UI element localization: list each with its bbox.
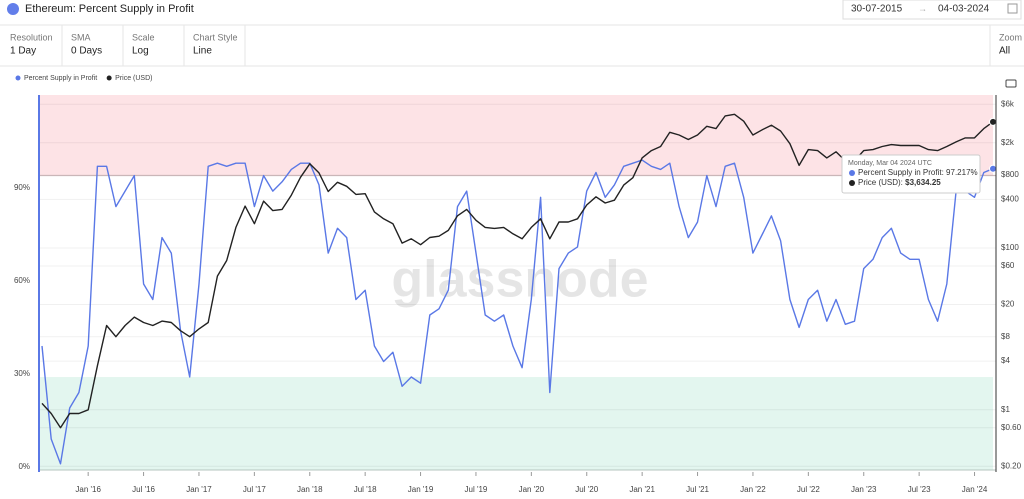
legend-dot xyxy=(15,75,21,81)
x-tick-label: Jan '22 xyxy=(740,485,766,494)
tooltip-value: $3,634.25 xyxy=(905,178,941,187)
x-tick-label: Jan '24 xyxy=(962,485,988,494)
y2-tick-label: $0.20 xyxy=(1001,461,1022,470)
arrow: → xyxy=(918,3,927,13)
x-tick-label: Jan '20 xyxy=(519,485,545,494)
zoom-value[interactable]: All xyxy=(999,46,1010,57)
x-tick-label: Jan '16 xyxy=(75,485,101,494)
control-value[interactable]: 1 Day xyxy=(10,46,36,57)
y2-tick-label: $60 xyxy=(1001,261,1015,270)
tooltip-box xyxy=(841,154,981,194)
watermark: glassnode xyxy=(391,251,648,309)
control-value[interactable]: Log xyxy=(132,46,149,57)
x-tick-label: Jul '20 xyxy=(575,485,598,494)
control-label: Resolution xyxy=(10,32,53,42)
zone xyxy=(39,95,993,176)
control-value[interactable]: 0 Days xyxy=(71,46,102,57)
y-tick-label: 0% xyxy=(18,462,30,471)
y2-tick-label: $2k xyxy=(1001,138,1015,147)
x-tick-label: Jul '18 xyxy=(354,485,377,494)
hover-dot xyxy=(989,164,997,173)
y2-tick-label: $400 xyxy=(1001,194,1019,203)
series-line xyxy=(41,113,994,429)
y2-tick-label: $8 xyxy=(1001,332,1010,341)
x-tick-label: Jul '22 xyxy=(797,485,820,494)
control-label: SMA xyxy=(71,32,91,42)
y-tick-label: 90% xyxy=(14,183,30,192)
legend-label[interactable]: Price (USD) xyxy=(115,75,152,82)
hover-dot xyxy=(989,117,997,126)
date-to[interactable]: 04-03-2024 xyxy=(938,4,990,15)
tooltip-line: Percent Supply in Profit: 97.217% xyxy=(858,168,978,177)
tooltip-label: Price (USD): xyxy=(858,178,905,187)
x-tick-label: Jan '17 xyxy=(186,485,212,494)
control-label: Scale xyxy=(132,32,155,42)
control-label: Chart Style xyxy=(193,32,238,42)
x-tick-label: Jul '23 xyxy=(908,485,931,494)
eth-icon xyxy=(7,3,19,15)
y2-tick-label: $4 xyxy=(1001,356,1010,365)
y2-tick-label: $800 xyxy=(1001,170,1019,179)
x-tick-label: Jul '17 xyxy=(243,485,266,494)
tooltip: Monday, Mar 04 2024 UTC Percent Supply i… xyxy=(841,154,981,194)
legend: Percent Supply in Profit Price (USD) xyxy=(15,75,153,82)
x-tick-label: Jan '18 xyxy=(297,485,323,494)
x-tick-label: Jan '21 xyxy=(629,485,655,494)
controls: Resolution 1 Day SMA 0 Days Scale Log Chart St… xyxy=(10,25,246,66)
y-tick-label: 30% xyxy=(14,369,30,378)
tooltip-line: Price (USD): $3,634.25 xyxy=(858,178,941,187)
x-tick-label: Jan '19 xyxy=(408,485,434,494)
y2-tick-label: $100 xyxy=(1001,243,1019,252)
x-tick-label: Jul '16 xyxy=(132,485,155,494)
tooltip-dot xyxy=(849,180,855,186)
y2-tick-label: $0.60 xyxy=(1001,423,1022,432)
x-tick-label: Jul '19 xyxy=(465,485,488,494)
zone xyxy=(39,377,993,470)
series-line xyxy=(41,159,994,465)
y2-tick-label: $1 xyxy=(1001,405,1010,414)
control-value[interactable]: Line xyxy=(193,46,212,57)
date-range[interactable] xyxy=(842,0,1022,20)
page-title: Ethereum: Percent Supply in Profit xyxy=(25,3,194,15)
x-tick-label: Jan '23 xyxy=(851,485,877,494)
legend-dot xyxy=(106,75,112,81)
plot: $0.20 $0.60 $1 $4 $8 $20 $60 $100 $400 $800 $2k $6k… xyxy=(14,95,1022,494)
camera-icon[interactable] xyxy=(1005,79,1017,88)
tooltip-dot xyxy=(849,170,855,176)
x-tick-label: Jul '21 xyxy=(686,485,709,494)
date-from[interactable]: 30-07-2015 xyxy=(851,4,903,15)
tooltip-date: Monday, Mar 04 2024 UTC xyxy=(848,160,932,167)
legend-label[interactable]: Percent Supply in Profit xyxy=(24,75,97,82)
y2-tick-label: $20 xyxy=(1001,300,1015,309)
calendar-icon[interactable] xyxy=(1007,3,1018,14)
zoom-label: Zoom xyxy=(999,32,1022,42)
y-tick-label: 60% xyxy=(14,276,30,285)
y2-tick-label: $6k xyxy=(1001,99,1015,108)
